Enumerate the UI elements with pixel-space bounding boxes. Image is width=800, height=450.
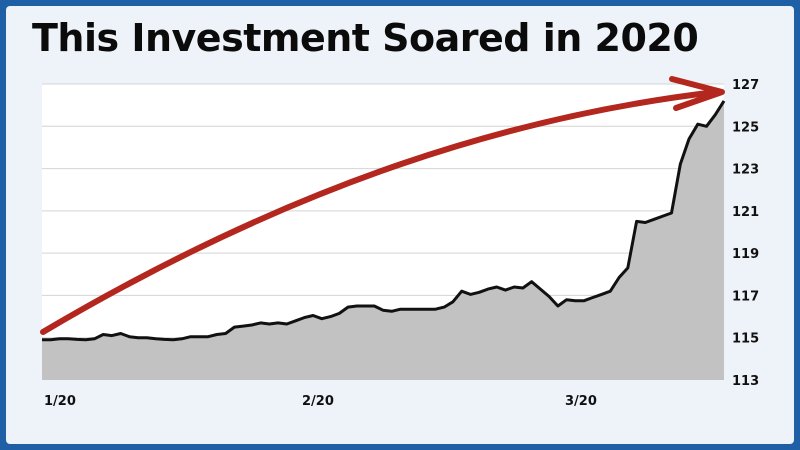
annotation-arrowhead <box>669 76 725 111</box>
y-tick-label-5: 123 <box>732 163 759 178</box>
y-tick-label-3: 119 <box>732 247 759 262</box>
chart-title: This Investment Soared in 2020 <box>32 16 699 60</box>
y-tick-label-1: 115 <box>732 332 759 347</box>
x-tick-label-1: 2/20 <box>302 394 334 409</box>
y-tick-label-2: 117 <box>732 289 759 304</box>
y-tick-label-6: 125 <box>732 120 759 135</box>
annotation-arrow <box>40 89 719 335</box>
y-tick-label-4: 121 <box>732 205 759 220</box>
y-tick-label-7: 127 <box>732 78 759 93</box>
series-line <box>42 100 726 342</box>
x-tick-label-2: 3/20 <box>565 394 597 409</box>
y-tick-label-0: 113 <box>732 374 759 389</box>
series-area <box>42 100 724 381</box>
x-tick-label-0: 1/20 <box>44 394 76 409</box>
